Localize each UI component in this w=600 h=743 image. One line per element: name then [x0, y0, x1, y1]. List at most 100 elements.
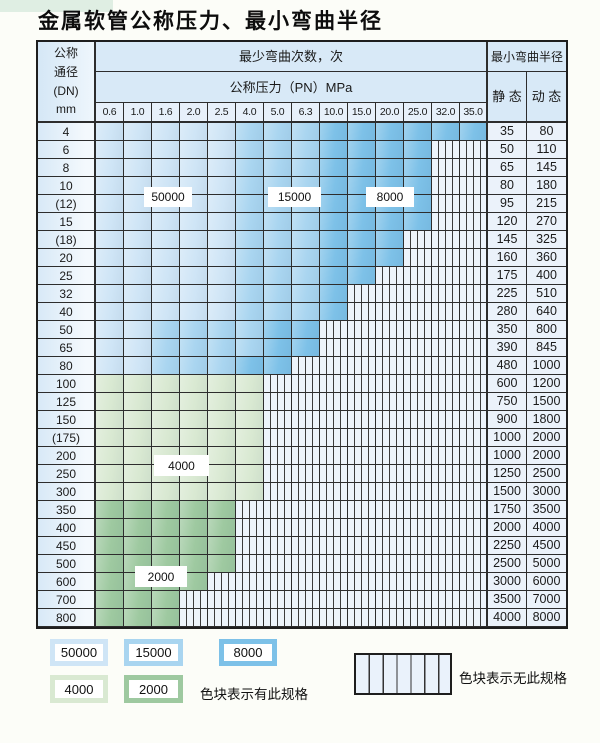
no-spec-cell	[320, 609, 348, 627]
dynamic-radius-cell: 1000	[527, 357, 566, 375]
dn-cell: 400	[38, 519, 96, 537]
no-spec-cell	[348, 411, 376, 429]
spec-cell-50000	[96, 267, 124, 285]
spec-cell-50000	[96, 357, 124, 375]
no-spec-cell	[432, 159, 460, 177]
spec-cell-8000	[320, 123, 348, 141]
no-spec-cell	[460, 591, 488, 609]
no-spec-cell	[460, 339, 488, 357]
static-radius-cell: 3500	[488, 591, 527, 609]
spec-cell-8000	[348, 249, 376, 267]
spec-cell-8000	[432, 123, 460, 141]
static-radius-cell: 750	[488, 393, 527, 411]
pressure-tick: 2.5	[208, 103, 236, 123]
no-spec-cell	[320, 573, 348, 591]
static-radius-cell: 1750	[488, 501, 527, 519]
static-radius-cell: 225	[488, 285, 527, 303]
no-spec-cell	[376, 393, 404, 411]
spec-cell-15000	[292, 267, 320, 285]
no-spec-cell	[404, 231, 432, 249]
spec-cell-50000	[152, 123, 180, 141]
no-spec-cell	[432, 249, 460, 267]
no-spec-cell	[460, 303, 488, 321]
no-spec-cell	[460, 537, 488, 555]
no-spec-cell	[432, 609, 460, 627]
dynamic-radius-cell: 3000	[527, 483, 566, 501]
pressure-title: 公称压力（PN）MPa	[96, 72, 488, 103]
no-spec-cell	[264, 429, 292, 447]
dn-cell: 40	[38, 303, 96, 321]
dn-cell: 20	[38, 249, 96, 267]
spec-cell-50000	[152, 141, 180, 159]
no-spec-cell	[264, 375, 292, 393]
dn-cell: 250	[38, 465, 96, 483]
spec-cell-8000	[264, 321, 292, 339]
no-spec-cell	[460, 213, 488, 231]
static-radius-cell: 2000	[488, 519, 527, 537]
static-radius-cell: 50	[488, 141, 527, 159]
spec-cell-2000	[124, 501, 152, 519]
dn-cell: 80	[38, 357, 96, 375]
dynamic-radius-cell: 5000	[527, 555, 566, 573]
dn-cell: 300	[38, 483, 96, 501]
spec-cell-4000	[124, 465, 152, 483]
no-spec-cell	[348, 573, 376, 591]
dn-cell: 15	[38, 213, 96, 231]
spec-cell-8000	[404, 213, 432, 231]
no-spec-cell	[460, 609, 488, 627]
spec-cell-2000	[96, 519, 124, 537]
spec-cell-50000	[96, 285, 124, 303]
dynamic-radius-cell: 7000	[527, 591, 566, 609]
spec-cell-50000	[208, 159, 236, 177]
dn-cell: 50	[38, 321, 96, 339]
spec-cell-2000	[96, 609, 124, 627]
spec-cell-2000	[180, 501, 208, 519]
spec-cell-8000	[376, 141, 404, 159]
dynamic-radius-cell: 845	[527, 339, 566, 357]
no-spec-cell	[432, 465, 460, 483]
spec-cell-50000	[208, 285, 236, 303]
no-spec-cell	[432, 573, 460, 591]
legend-swatch-value: 8000	[224, 644, 272, 661]
spec-cell-15000	[208, 357, 236, 375]
dn-cell: (12)	[38, 195, 96, 213]
no-spec-cell	[404, 537, 432, 555]
no-spec-cell	[348, 393, 376, 411]
spec-cell-15000	[236, 303, 264, 321]
no-spec-cell	[376, 339, 404, 357]
no-spec-cell	[236, 537, 264, 555]
no-spec-cell	[460, 231, 488, 249]
dn-cell: 6	[38, 141, 96, 159]
no-spec-cell	[460, 447, 488, 465]
no-spec-cell	[376, 429, 404, 447]
no-spec-cell	[320, 465, 348, 483]
spec-cell-15000	[236, 213, 264, 231]
spec-cell-8000	[348, 159, 376, 177]
no-spec-cell	[432, 321, 460, 339]
spec-cell-50000	[96, 339, 124, 357]
legend-absent-note: 色块表示无此规格	[459, 671, 567, 686]
spec-cell-15000	[236, 159, 264, 177]
spec-cell-2000	[180, 519, 208, 537]
no-spec-cell	[460, 375, 488, 393]
spec-cell-15000	[180, 357, 208, 375]
spec-cell-50000	[208, 303, 236, 321]
legend-swatch-value: 50000	[55, 644, 103, 661]
no-spec-cell	[292, 483, 320, 501]
no-spec-cell	[320, 519, 348, 537]
no-spec-cell	[236, 609, 264, 627]
spec-cell-15000	[208, 321, 236, 339]
spec-cell-15000	[264, 249, 292, 267]
dynamic-radius-cell: 110	[527, 141, 566, 159]
spec-cell-2000	[96, 501, 124, 519]
region-label-4000: 4000	[154, 455, 209, 476]
spec-cell-50000	[208, 249, 236, 267]
spec-cell-50000	[96, 231, 124, 249]
no-spec-cell	[292, 573, 320, 591]
no-spec-cell	[404, 285, 432, 303]
no-spec-cell	[432, 447, 460, 465]
static-radius-cell: 1500	[488, 483, 527, 501]
dynamic-radius-cell: 270	[527, 213, 566, 231]
spec-cell-8000	[348, 231, 376, 249]
spec-cell-50000	[180, 267, 208, 285]
